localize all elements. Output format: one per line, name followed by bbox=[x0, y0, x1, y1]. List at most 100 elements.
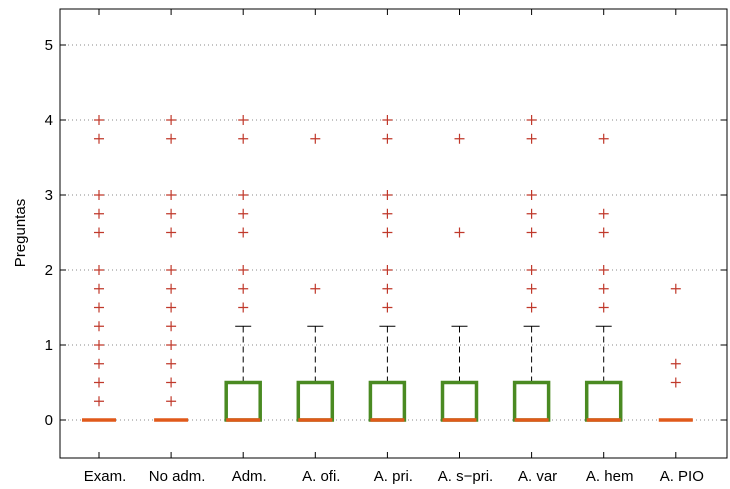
outlier-point bbox=[94, 115, 104, 125]
outlier-point bbox=[382, 115, 393, 125]
y-tick-label: 2 bbox=[45, 262, 53, 279]
outlier-point bbox=[670, 358, 681, 369]
outlier-point bbox=[598, 265, 609, 275]
outlier-point bbox=[166, 340, 177, 350]
x-tick-label: A. hem bbox=[586, 468, 634, 485]
x-tick-label: A. PIO bbox=[660, 468, 704, 485]
outlier-point bbox=[166, 115, 177, 125]
outlier-point bbox=[382, 227, 393, 238]
outlier-point bbox=[166, 265, 177, 275]
outlier-point bbox=[238, 283, 249, 294]
x-axis-ticks: Exam. No adm. Adm. A. ofi. A. pri. A. s−pri. A… bbox=[84, 9, 704, 485]
outlier-point bbox=[94, 265, 104, 275]
outlier-point bbox=[94, 227, 104, 238]
y-tick-label: 4 bbox=[45, 112, 53, 129]
outlier-point bbox=[382, 265, 393, 275]
grid-lines bbox=[60, 44, 727, 421]
outlier-point bbox=[94, 358, 104, 369]
outlier-point bbox=[526, 283, 537, 294]
outlier-point bbox=[166, 133, 177, 144]
plot-area bbox=[82, 115, 693, 422]
box-group bbox=[584, 133, 623, 422]
outlier-point bbox=[238, 133, 249, 144]
y-axis-label: Preguntas bbox=[12, 199, 29, 267]
outlier-point bbox=[526, 208, 537, 219]
outlier-point bbox=[94, 377, 104, 388]
outlier-point bbox=[454, 133, 465, 144]
box bbox=[584, 380, 623, 422]
box-group bbox=[368, 115, 407, 422]
y-tick-label: 1 bbox=[45, 337, 53, 354]
outlier-point bbox=[94, 340, 104, 350]
y-tick-label: 0 bbox=[45, 412, 53, 429]
box-group bbox=[440, 133, 479, 422]
box bbox=[296, 380, 335, 422]
box bbox=[512, 380, 551, 422]
y-tick-label: 5 bbox=[45, 37, 53, 54]
outlier-point bbox=[94, 283, 104, 294]
x-tick-label: A. pri. bbox=[374, 468, 413, 485]
outlier-point bbox=[670, 377, 681, 388]
outlier-point bbox=[166, 227, 177, 238]
box-group bbox=[82, 115, 116, 422]
outlier-point bbox=[166, 190, 177, 200]
plot-frame bbox=[59, 8, 728, 459]
outlier-point bbox=[526, 115, 537, 125]
outlier-point bbox=[382, 190, 393, 200]
outlier-point bbox=[94, 208, 104, 219]
outlier-point bbox=[526, 227, 537, 238]
box bbox=[224, 380, 262, 422]
outlier-point bbox=[382, 133, 393, 144]
outlier-point bbox=[598, 133, 609, 144]
outlier-point bbox=[238, 115, 249, 125]
outlier-point bbox=[238, 208, 249, 219]
box bbox=[368, 380, 407, 422]
outlier-point bbox=[166, 302, 177, 313]
outlier-point bbox=[94, 396, 104, 407]
outlier-point bbox=[598, 302, 609, 313]
x-tick-label: A. s−pri. bbox=[438, 468, 493, 485]
outlier-point bbox=[526, 265, 537, 275]
outlier-point bbox=[166, 321, 177, 332]
outlier-point bbox=[166, 396, 177, 407]
y-axis-ticks: 0 1 2 3 4 5 bbox=[45, 37, 727, 429]
outlier-point bbox=[94, 321, 104, 332]
outlier-point bbox=[94, 190, 104, 200]
outlier-point bbox=[238, 227, 249, 238]
box-group bbox=[658, 283, 693, 422]
outlier-point bbox=[310, 133, 321, 144]
outlier-point bbox=[238, 302, 249, 313]
outlier-point bbox=[382, 302, 393, 313]
outlier-point bbox=[382, 283, 393, 294]
box-group bbox=[154, 115, 189, 422]
outlier-point bbox=[598, 283, 609, 294]
outlier-point bbox=[382, 208, 393, 219]
outlier-point bbox=[598, 227, 609, 238]
x-tick-label: Adm. bbox=[232, 468, 267, 485]
outlier-point bbox=[526, 190, 537, 200]
outlier-point bbox=[166, 208, 177, 219]
outlier-point bbox=[526, 302, 537, 313]
outlier-point bbox=[166, 358, 177, 369]
x-tick-label: No adm. bbox=[149, 468, 206, 485]
outlier-point bbox=[238, 190, 249, 200]
outlier-point bbox=[166, 377, 177, 388]
box-group bbox=[512, 115, 551, 422]
outlier-point bbox=[454, 227, 465, 238]
outlier-point bbox=[526, 133, 537, 144]
outlier-point bbox=[670, 283, 681, 294]
x-tick-label: A. ofi. bbox=[302, 468, 340, 485]
outlier-point bbox=[310, 283, 321, 294]
outlier-point bbox=[238, 265, 249, 275]
box-group bbox=[296, 133, 335, 422]
outlier-point bbox=[598, 208, 609, 219]
outlier-point bbox=[166, 283, 177, 294]
x-tick-label: Exam. bbox=[84, 468, 127, 485]
box bbox=[440, 380, 479, 422]
outlier-point bbox=[94, 302, 104, 313]
outlier-point bbox=[94, 133, 104, 144]
box-group bbox=[224, 115, 262, 422]
x-tick-label: A. var bbox=[518, 468, 557, 485]
y-tick-label: 3 bbox=[45, 187, 53, 204]
